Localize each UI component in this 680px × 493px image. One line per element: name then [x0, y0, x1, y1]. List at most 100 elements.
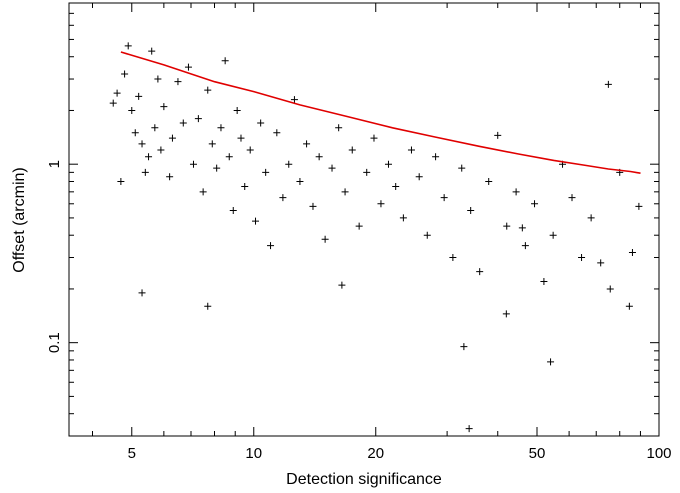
- data-point: [485, 177, 493, 185]
- data-point: [370, 134, 378, 142]
- data-point: [309, 202, 317, 210]
- data-point: [262, 168, 270, 176]
- data-point: [518, 224, 526, 232]
- data-point: [335, 124, 343, 132]
- data-point: [547, 358, 555, 366]
- data-point: [399, 214, 407, 222]
- data-point: [141, 168, 149, 176]
- data-point: [237, 134, 245, 142]
- data-point: [138, 140, 146, 148]
- data-point: [502, 310, 510, 318]
- data-point: [151, 124, 159, 132]
- data-point: [199, 188, 207, 196]
- data-point: [392, 182, 400, 190]
- data-point: [113, 89, 121, 97]
- data-point: [355, 222, 363, 230]
- data-point: [213, 164, 221, 172]
- data-point: [204, 86, 212, 94]
- data-point: [157, 146, 165, 154]
- data-point: [460, 343, 468, 351]
- data-point: [267, 242, 275, 250]
- data-point: [432, 153, 440, 161]
- data-point: [109, 99, 117, 107]
- data-point: [221, 57, 229, 65]
- data-point: [257, 119, 265, 127]
- data-point: [303, 140, 311, 148]
- data-point: [279, 194, 287, 202]
- data-point: [168, 134, 176, 142]
- data-point: [135, 92, 143, 100]
- axis-ticks: [69, 2, 660, 436]
- data-point: [449, 254, 457, 262]
- data-point: [465, 425, 473, 433]
- data-point: [296, 177, 304, 185]
- data-point: [568, 194, 576, 202]
- data-point: [121, 70, 129, 78]
- data-point: [328, 164, 336, 172]
- data-point: [148, 47, 156, 55]
- data-point: [625, 302, 633, 310]
- x-axis-title: Detection significance: [286, 471, 442, 488]
- data-point: [166, 173, 174, 181]
- data-point: [179, 119, 187, 127]
- data-point: [587, 214, 595, 222]
- data-point: [467, 207, 475, 215]
- data-point: [145, 153, 153, 161]
- data-point: [233, 106, 241, 114]
- data-point: [315, 153, 323, 161]
- data-point: [273, 129, 281, 137]
- data-point: [138, 289, 146, 297]
- data-point: [338, 281, 346, 289]
- data-point: [174, 78, 182, 86]
- data-point: [160, 103, 168, 111]
- data-point: [440, 194, 448, 202]
- data-point: [521, 242, 529, 250]
- data-point: [321, 235, 329, 243]
- data-point: [597, 259, 605, 267]
- data-point: [208, 140, 216, 148]
- data-point: [578, 254, 586, 262]
- data-point: [635, 202, 643, 210]
- y-tick-label: 0.1: [46, 332, 63, 353]
- data-point: [184, 63, 192, 71]
- data-point: [476, 268, 484, 276]
- data-point: [285, 160, 293, 168]
- data-point: [124, 42, 132, 50]
- data-point: [407, 146, 415, 154]
- data-point: [229, 207, 237, 215]
- plot-frame: [68, 2, 660, 437]
- data-point: [415, 173, 423, 181]
- data-point: [241, 182, 249, 190]
- data-point: [531, 200, 539, 208]
- scatter-points: [109, 42, 643, 433]
- data-point: [341, 188, 349, 196]
- data-point: [246, 146, 254, 154]
- data-point: [604, 80, 612, 88]
- data-point: [384, 160, 392, 168]
- data-point: [217, 124, 225, 132]
- data-point: [154, 75, 162, 83]
- data-point: [225, 153, 233, 161]
- tick-labels: 5 10 20 50 100 0.1 1: [46, 160, 672, 462]
- data-point: [252, 217, 260, 225]
- x-tick-label: 50: [529, 445, 546, 462]
- data-point: [540, 278, 548, 286]
- data-point: [194, 115, 202, 123]
- x-tick-label: 5: [128, 445, 136, 462]
- data-point: [348, 146, 356, 154]
- data-point: [128, 106, 136, 114]
- data-point: [377, 200, 385, 208]
- data-point: [423, 231, 431, 239]
- data-point: [204, 302, 212, 310]
- data-point: [503, 222, 511, 230]
- data-point: [628, 249, 636, 257]
- data-point: [606, 285, 614, 293]
- data-point: [458, 164, 466, 172]
- data-point: [189, 160, 197, 168]
- data-point: [290, 96, 298, 104]
- fit-curve: [120, 51, 641, 174]
- data-point: [117, 177, 125, 185]
- data-point: [494, 131, 502, 139]
- x-tick-label: 20: [367, 445, 384, 462]
